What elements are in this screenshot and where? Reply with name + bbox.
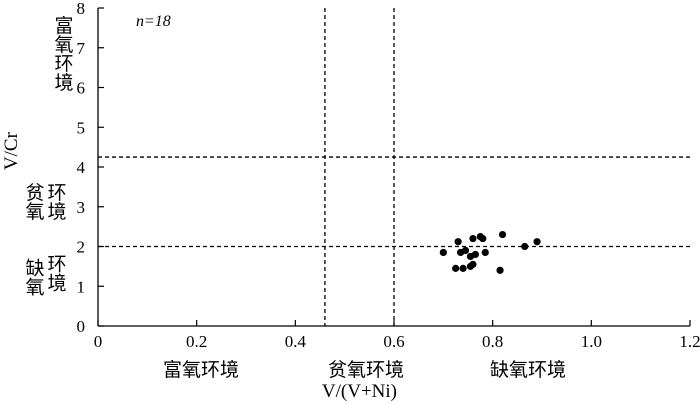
y-zone-label-oxic-char: 氧: [54, 34, 73, 56]
y-zone-label-anoxic-char: 缺: [25, 257, 44, 279]
x-tick-label: 0: [94, 332, 103, 351]
y-zone-label-oxic-char: 境: [54, 72, 73, 94]
y-zone-label-anoxic-char: 环: [47, 254, 66, 275]
y-tick-label: 8: [77, 0, 86, 18]
data-point: [496, 266, 504, 274]
x-ticks: 0 0.2 0.4 0.6 0.8 1.0 1.2: [94, 320, 700, 351]
x-tick-label: 0.4: [285, 332, 307, 351]
data-point: [521, 242, 529, 251]
data-point: [481, 248, 489, 257]
y-axis-label: V/Cr: [1, 131, 22, 170]
y-tick-label: 1: [77, 277, 86, 296]
y-tick-label: 6: [77, 79, 86, 98]
y-zone-label-anoxic-char: 氧: [25, 276, 44, 298]
data-point: [459, 264, 467, 272]
data-point: [452, 264, 460, 272]
y-ticks: 0 1 2 3 4 5 6 7 8: [77, 0, 104, 336]
y-tick-label: 4: [77, 158, 86, 177]
data-point: [469, 260, 477, 268]
data-point: [454, 238, 462, 246]
data-point: [479, 234, 487, 243]
sample-count-label: n=18: [136, 13, 171, 30]
data-point: [471, 250, 479, 259]
y-zone-label-dysoxic-char: 贫: [25, 182, 44, 204]
x-zone-label-oxic: 富氧环境: [163, 359, 239, 381]
data-point: [533, 238, 541, 246]
y-tick-label: 5: [77, 118, 86, 137]
data-point: [461, 246, 470, 255]
y-zone-label-dysoxic-char: 环: [47, 183, 66, 204]
x-zone-label-dysoxic: 贫氧环境: [328, 359, 404, 381]
reference-lines: [98, 8, 690, 326]
x-tick-label: 0.6: [383, 332, 404, 351]
y-zone-label-dysoxic-char: 氧: [25, 201, 44, 223]
y-zone-label-oxic-char: 富: [54, 15, 73, 37]
y-tick-label: 2: [77, 238, 86, 257]
x-axis-label: V/(V+Ni): [322, 381, 397, 402]
y-tick-label: 0: [77, 317, 86, 336]
axes: 0 0.2 0.4 0.6 0.8 1.0 1.2 0 1 2 3 4 5 6 7 8: [77, 0, 700, 351]
x-zone-label-anoxic: 缺氧环境: [490, 359, 566, 381]
data-point: [469, 234, 477, 243]
data-points: [439, 230, 541, 274]
x-tick-label: 1.0: [581, 332, 602, 351]
y-tick-label: 7: [77, 39, 86, 58]
y-zone-label-oxic-char: 环: [54, 54, 73, 75]
y-tick-label: 3: [77, 198, 86, 217]
x-tick-label: 1.2: [679, 332, 700, 351]
y-zone-label-dysoxic-char: 境: [47, 201, 66, 223]
y-zone-label-anoxic-char: 境: [47, 272, 66, 294]
x-tick-label: 0.8: [482, 332, 503, 351]
data-point: [498, 230, 507, 239]
data-point: [439, 248, 447, 257]
x-tick-label: 0.2: [186, 332, 207, 351]
